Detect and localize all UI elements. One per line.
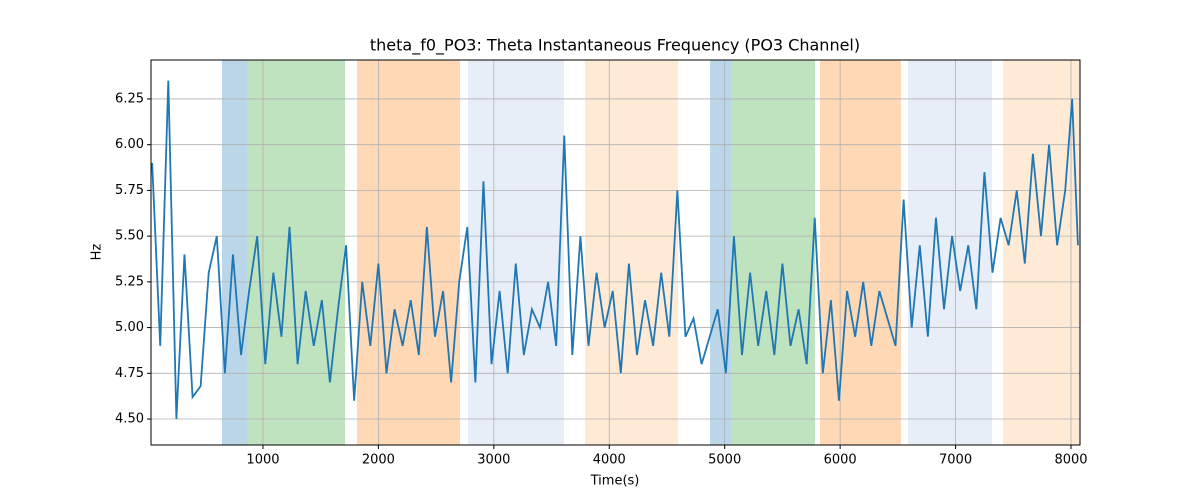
shaded-region (247, 60, 346, 445)
x-tick-label: 2000 (362, 453, 395, 468)
x-tick-label: 5000 (708, 453, 741, 468)
y-tick-label: 5.50 (115, 229, 144, 244)
y-tick-label: 4.50 (115, 412, 144, 427)
plot-area: 1000 2000 3000 4000 5000 6000 7000 8000 4.50 4.75… (115, 59, 1088, 468)
data-line (151, 80, 1079, 420)
shaded-region (820, 60, 901, 445)
shaded-region (1003, 60, 1080, 445)
x-tick-label: 7000 (939, 453, 972, 468)
shaded-region (357, 60, 461, 445)
x-tick-label: 8000 (1054, 453, 1087, 468)
x-tick-label: 4000 (593, 453, 626, 468)
x-tick-label: 1000 (246, 453, 279, 468)
y-tick-label: 5.75 (115, 183, 144, 198)
shaded-region (221, 60, 248, 445)
y-axis-label: Hz (90, 244, 105, 261)
y-tick-label: 4.75 (115, 366, 144, 381)
shaded-region (467, 60, 565, 445)
shaded-region (585, 60, 679, 445)
x-tick-label: 6000 (824, 453, 857, 468)
shaded-region (710, 60, 732, 445)
y-tick-label: 5.00 (115, 320, 144, 335)
axes-frame (150, 59, 1081, 446)
chart-title: theta_f0_PO3: Theta Instantaneous Freque… (370, 36, 860, 56)
y-tick-label: 5.25 (115, 274, 144, 289)
y-tick-label: 6.25 (115, 91, 144, 106)
y-tick-label: 6.00 (115, 137, 144, 152)
shaded-region (731, 60, 815, 445)
x-tick-label: 3000 (477, 453, 510, 468)
x-axis-label: Time(s) (590, 474, 640, 489)
